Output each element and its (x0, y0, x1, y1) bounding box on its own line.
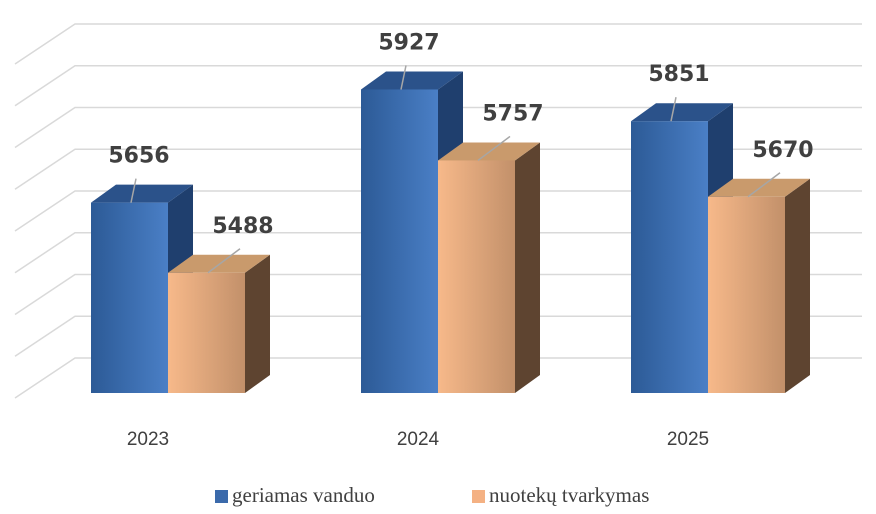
leader-line (400, 65, 407, 90)
bar-side (785, 178, 810, 393)
bar-top (91, 184, 193, 203)
bar (168, 272, 245, 393)
legend-swatch (215, 490, 228, 503)
bar-side (515, 142, 540, 393)
grid-line (14, 65, 862, 107)
data-label: 5488 (212, 214, 273, 239)
grid-line (14, 273, 862, 316)
leader-line (207, 248, 241, 274)
data-label: 5670 (752, 138, 813, 163)
bar (91, 202, 168, 393)
leader-line (477, 135, 511, 162)
bar (708, 196, 785, 393)
grid-line (14, 357, 862, 399)
legend-label: geriamas vanduo (232, 483, 375, 507)
x-tick-label: 2025 (667, 429, 709, 450)
data-label: 5927 (378, 30, 439, 55)
bar (631, 121, 708, 394)
data-label: 5851 (648, 62, 709, 87)
legend-swatch (472, 490, 485, 503)
grid-line (14, 148, 862, 190)
bar (438, 160, 515, 393)
legend-label: nuotekų tvarkymas (489, 483, 649, 507)
grid-line (14, 23, 862, 65)
leader-line (670, 97, 677, 122)
data-label: 5656 (108, 144, 169, 169)
grid-line (14, 190, 862, 232)
bar-top (631, 103, 733, 122)
bar (361, 89, 438, 393)
grid-line (14, 106, 862, 149)
grid-line (14, 315, 862, 357)
grid-line (14, 232, 862, 274)
x-tick-label: 2023 (127, 429, 169, 450)
bar-side (245, 254, 270, 393)
bar-top (361, 71, 463, 90)
x-tick-label: 2024 (397, 429, 440, 450)
leader-line (130, 178, 137, 203)
data-label: 5757 (482, 101, 543, 126)
leader-line (747, 172, 781, 198)
